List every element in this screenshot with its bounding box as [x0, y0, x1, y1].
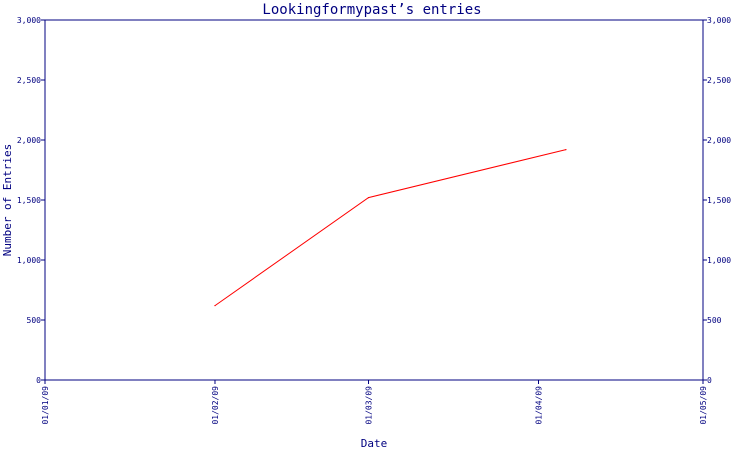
- right-y-axis: 0 500 1,000 1,500 2,000 2,500 3,000: [703, 16, 731, 385]
- y-tick-label-right: 1,500: [707, 196, 731, 205]
- y-tick-label: 2,000: [17, 136, 41, 145]
- plot-frame: [44, 19, 704, 381]
- chart-title: Lookingformypast’s entries: [262, 2, 481, 18]
- y-tick-label: 2,500: [17, 76, 41, 85]
- x-axis: 01/01/09 01/02/09 01/03/09 01/04/09 01/05/09: [41, 380, 708, 425]
- y-tick-label-right: 3,000: [707, 16, 731, 25]
- x-tick-label: 01/04/09: [535, 386, 544, 425]
- y-tick-label: 0: [36, 376, 41, 385]
- y-tick-label-right: 0: [707, 376, 712, 385]
- x-axis-label: Date: [361, 437, 388, 450]
- series-line: [214, 149, 567, 307]
- x-tick-label: 01/02/09: [211, 386, 220, 425]
- y-tick-label: 1,500: [17, 196, 41, 205]
- x-tick-label: 01/01/09: [41, 386, 50, 425]
- data-point: [367, 197, 370, 199]
- y-tick-label: 500: [27, 316, 42, 325]
- y-tick-label-right: 500: [707, 316, 722, 325]
- data-point: [214, 305, 216, 307]
- y-tick-label: 1,000: [17, 256, 41, 265]
- y-tick-label-right: 2,000: [707, 136, 731, 145]
- y-tick-label-right: 2,500: [707, 76, 731, 85]
- y-tick-label: 3,000: [17, 16, 41, 25]
- left-y-axis: 0 500 1,000 1,500 2,000 2,500 3,000: [17, 16, 45, 385]
- data-point: [565, 149, 567, 151]
- x-tick-label: 01/03/09: [365, 386, 374, 425]
- x-tick-label: 01/05/09: [699, 386, 708, 425]
- series-layer: [214, 149, 567, 307]
- y-tick-label-right: 1,000: [707, 256, 731, 265]
- y-axis-label: Number of Entries: [1, 144, 14, 257]
